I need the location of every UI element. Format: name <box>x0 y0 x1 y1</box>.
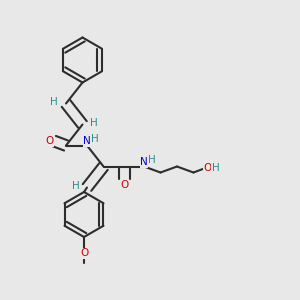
Text: H: H <box>148 155 155 165</box>
Text: O: O <box>204 163 212 173</box>
Text: O: O <box>120 179 129 190</box>
Text: N: N <box>83 136 91 146</box>
Text: H: H <box>90 118 98 128</box>
Text: O: O <box>80 248 88 259</box>
Text: H: H <box>212 163 219 173</box>
Text: H: H <box>91 134 98 144</box>
Text: O: O <box>45 136 54 146</box>
Text: N: N <box>140 157 148 167</box>
Text: H: H <box>72 181 80 191</box>
Text: H: H <box>50 97 58 107</box>
